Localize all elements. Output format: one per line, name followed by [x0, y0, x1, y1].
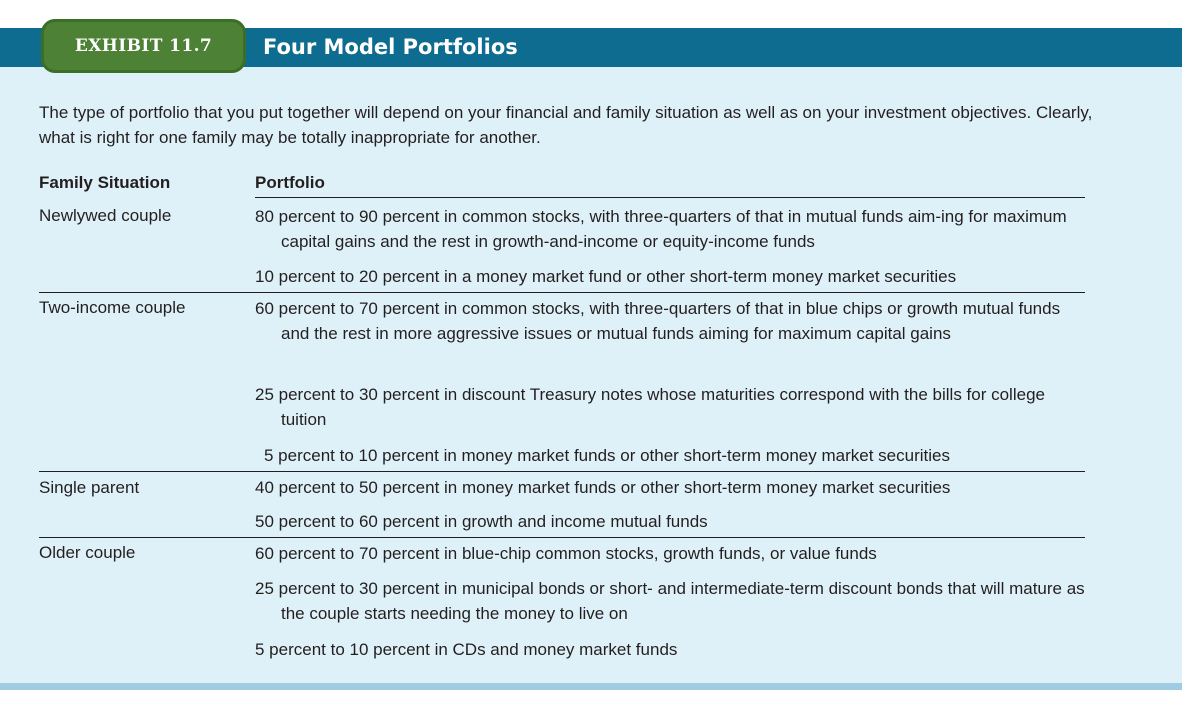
family-situation-cell: Newlywed couple	[39, 206, 172, 225]
allocation-text: 5 percent to 10 percent in money market …	[264, 446, 950, 465]
allocation-text: 40 percent to 50 percent in money market…	[255, 478, 951, 497]
allocation-item: 50 percent to 60 percent in growth and i…	[255, 509, 1085, 534]
allocation-item: 40 percent to 50 percent in money market…	[255, 475, 1085, 500]
row-divider	[39, 537, 1085, 538]
column-header-portfolio: Portfolio	[255, 173, 325, 192]
header-rule	[255, 197, 1085, 198]
allocation-item: 80 percent to 90 percent in common stock…	[255, 204, 1085, 254]
allocation-text: 25 percent to 30 percent in discount Tre…	[255, 385, 1045, 429]
allocation-text: 10 percent to 20 percent in a money mark…	[255, 267, 957, 286]
allocation-item: 25 percent to 30 percent in municipal bo…	[255, 576, 1085, 626]
allocation-text: 50 percent to 60 percent in growth and i…	[255, 512, 708, 531]
family-situation-cell: Single parent	[39, 478, 140, 497]
row-divider	[39, 471, 1085, 472]
allocation-item: 5 percent to 10 percent in CDs and money…	[255, 637, 1085, 662]
exhibit-title: Four Model Portfolios	[263, 35, 518, 59]
allocation-item: 5 percent to 10 percent in money market …	[264, 443, 1094, 468]
allocation-text: 60 percent to 70 percent in blue-chip co…	[255, 544, 877, 563]
allocation-text: 25 percent to 30 percent in municipal bo…	[255, 579, 1085, 623]
row-divider	[39, 292, 1085, 293]
exhibit-number-tab: EXHIBIT 11.7	[41, 19, 246, 73]
allocation-text: 60 percent to 70 percent in common stock…	[255, 299, 1061, 343]
allocation-text: 80 percent to 90 percent in common stock…	[255, 207, 1067, 251]
bottom-band	[0, 683, 1182, 690]
allocation-item: 10 percent to 20 percent in a money mark…	[255, 264, 1085, 289]
intro-paragraph: The type of portfolio that you put toget…	[39, 103, 1093, 147]
exhibit-label: EXHIBIT 11.7	[74, 36, 213, 56]
exhibit-panel	[0, 28, 1182, 683]
family-situation-cell: Older couple	[39, 543, 136, 562]
allocation-item: 25 percent to 30 percent in discount Tre…	[255, 382, 1085, 432]
column-header-family: Family Situation	[39, 173, 171, 192]
allocation-text: 5 percent to 10 percent in CDs and money…	[255, 640, 678, 659]
allocation-item: 60 percent to 70 percent in blue-chip co…	[255, 541, 1085, 566]
family-situation-cell: Two-income couple	[39, 298, 186, 317]
allocation-item: 60 percent to 70 percent in common stock…	[255, 296, 1085, 346]
